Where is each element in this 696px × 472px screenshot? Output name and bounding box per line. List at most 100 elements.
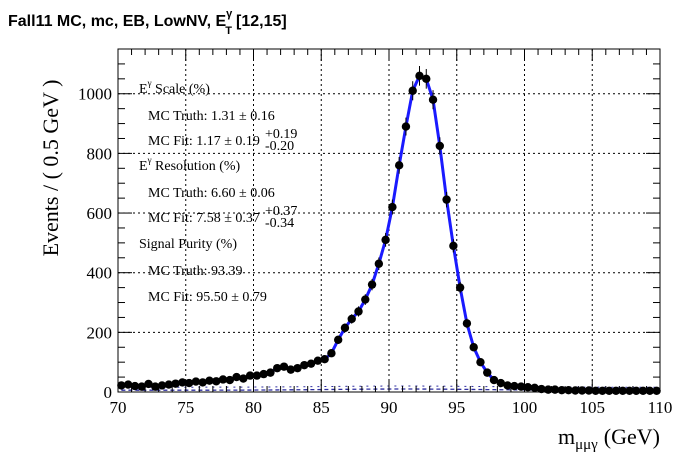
point-marker: [645, 386, 655, 396]
point-marker: [442, 195, 451, 204]
data-point: [252, 371, 262, 380]
point-marker: [483, 368, 492, 377]
data-point: [489, 375, 499, 385]
legend-row-upper-error: +0.19: [265, 127, 297, 142]
point-marker: [184, 378, 194, 388]
legend-header-rest: Resolution (%): [152, 159, 241, 174]
point-marker: [577, 386, 587, 395]
point-marker: [212, 377, 221, 386]
point-marker: [361, 295, 370, 304]
data-point: [286, 365, 295, 374]
legend-header-label: E: [139, 159, 148, 174]
data-point: [462, 318, 472, 329]
data-point: [144, 379, 153, 389]
legend-row-upper-error: +0.37: [265, 204, 297, 219]
data-point: [577, 386, 587, 395]
data-point: [279, 362, 289, 371]
data-point: [571, 386, 580, 395]
point-marker: [130, 381, 140, 391]
x-axis-label-sub: μμγ: [575, 437, 598, 453]
data-point: [157, 381, 167, 390]
point-marker: [632, 386, 641, 396]
x-axis-label-main: m: [558, 424, 575, 449]
data-point: [212, 377, 221, 386]
data-point: [415, 66, 424, 86]
point-marker: [652, 386, 661, 396]
point-marker: [259, 369, 268, 379]
x-tick-label: 75: [177, 398, 194, 417]
data-point: [401, 117, 411, 136]
legend-row: MC Truth: 93.39: [148, 264, 243, 279]
legend-row: MC Truth: 1.31 ± 0.16: [148, 109, 275, 124]
point-marker: [313, 356, 323, 365]
point-marker: [516, 382, 526, 391]
point-marker: [611, 386, 621, 396]
x-tick-label: 85: [313, 398, 330, 417]
x-tick-label: 80: [245, 398, 262, 417]
point-marker: [469, 343, 478, 352]
data-point: [530, 383, 539, 393]
point-marker: [523, 383, 533, 392]
chart-title-main: Fall11 MC, mc, EB, LowNV, E: [8, 13, 226, 30]
legend-row-lower-error: -0.20: [265, 139, 294, 154]
point-marker: [279, 362, 289, 371]
point-marker: [164, 380, 174, 389]
legend-header-label: E: [139, 82, 148, 97]
point-marker: [591, 386, 600, 396]
data-point: [435, 137, 445, 155]
point-marker: [232, 372, 241, 382]
data-point: [320, 354, 329, 364]
legend-header-sup: γ: [147, 155, 152, 165]
data-point: [184, 378, 194, 388]
data-point: [225, 375, 234, 385]
data-point: [306, 359, 316, 368]
data-point: [117, 381, 126, 390]
point-marker: [489, 375, 499, 385]
x-tick-labels: 70 75 80 85 90 95 100 105 110: [110, 398, 673, 417]
legend-header-sup: γ: [147, 78, 152, 88]
legend-header-label: Signal Purity (%): [139, 237, 237, 252]
data-point: [611, 386, 621, 396]
data-point: [361, 294, 370, 305]
data-point: [591, 386, 600, 396]
data-point: [604, 386, 614, 396]
data-point: [483, 368, 492, 377]
data-point: [123, 380, 133, 389]
point-marker: [293, 363, 302, 373]
point-marker: [638, 386, 648, 396]
data-point: [510, 381, 519, 391]
data-point: [245, 371, 255, 380]
data-point: [537, 384, 546, 394]
point-marker: [584, 386, 594, 395]
y-tick-label: 200: [87, 323, 113, 342]
data-point: [442, 191, 451, 208]
point-marker: [571, 386, 580, 395]
point-marker: [218, 375, 228, 384]
legend-header: Signal Purity (%): [139, 237, 237, 252]
point-marker: [191, 377, 201, 386]
point-marker: [123, 380, 133, 389]
point-marker: [455, 283, 465, 292]
data-point: [171, 379, 180, 388]
data-point: [367, 278, 377, 291]
point-marker: [415, 71, 424, 81]
point-marker: [510, 381, 519, 391]
x-axis-label-unit: (GeV): [604, 424, 660, 449]
y-tick-label: 600: [87, 204, 113, 223]
point-marker: [408, 86, 417, 95]
data-point: [408, 81, 417, 101]
point-marker: [428, 95, 438, 104]
point-marker: [286, 365, 295, 374]
legend-header: Eγ Resolution (%): [139, 155, 241, 174]
y-tick-label: 400: [87, 264, 113, 283]
data-point: [151, 382, 160, 391]
data-point: [347, 314, 356, 324]
data-point: [632, 386, 641, 396]
point-marker: [198, 378, 207, 387]
point-marker: [306, 359, 316, 368]
point-marker: [449, 241, 458, 251]
data-point: [449, 239, 458, 253]
point-marker: [462, 319, 472, 328]
point-marker: [476, 357, 485, 367]
legend-row: MC Truth: 6.60 ± 0.06: [148, 186, 275, 201]
